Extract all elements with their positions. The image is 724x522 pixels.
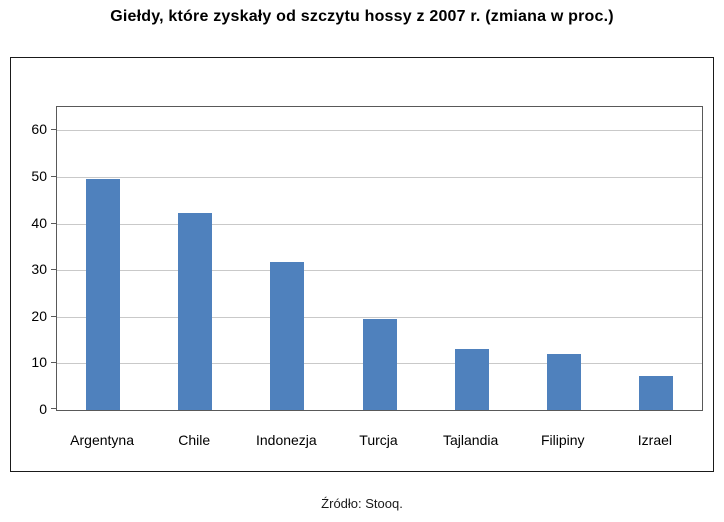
gridline (57, 223, 702, 225)
chart-title: Giełdy, które zyskały od szczytu hossy z… (110, 8, 614, 25)
x-tick-label: Tajlandia (443, 432, 499, 448)
bar (638, 376, 673, 410)
y-tick-label: 0 (39, 401, 47, 417)
x-tick-label: Filipiny (540, 432, 585, 448)
plot-area (56, 106, 703, 411)
gridline (57, 176, 702, 178)
y-tick-label: 30 (31, 261, 47, 278)
x-tick-label: Izrael (637, 432, 673, 448)
bar (178, 212, 213, 410)
bar (270, 261, 305, 410)
y-tick-label: 40 (31, 214, 47, 231)
x-tick-label: Argentyna (70, 432, 134, 448)
y-tick-mark (51, 315, 56, 317)
source-caption: Źródło: Stooq. (321, 496, 403, 511)
y-tick-mark (51, 129, 56, 131)
y-tick-mark (51, 408, 56, 409)
bar (362, 318, 397, 410)
x-tick-label: Chile (178, 432, 211, 448)
bar (454, 348, 489, 410)
y-tick-label: 50 (31, 167, 47, 184)
x-tick-label: Indonezja (255, 432, 317, 448)
bar (546, 353, 581, 410)
chart-frame: 0 10 20 30 40 50 60 Argentyna Chile Indonezja Tur… (10, 57, 714, 472)
y-tick-label: 60 (31, 121, 47, 138)
gridline (57, 270, 702, 272)
y-tick-label: 20 (31, 307, 47, 324)
gridline (57, 130, 702, 132)
y-tick-mark (51, 269, 56, 271)
x-tick-label: Turcja (359, 432, 398, 448)
y-tick-label: 10 (31, 354, 47, 371)
y-tick-mark (51, 175, 56, 177)
gridline (57, 316, 702, 318)
bar (86, 179, 121, 410)
y-tick-mark (51, 362, 56, 364)
y-tick-mark (51, 222, 56, 224)
